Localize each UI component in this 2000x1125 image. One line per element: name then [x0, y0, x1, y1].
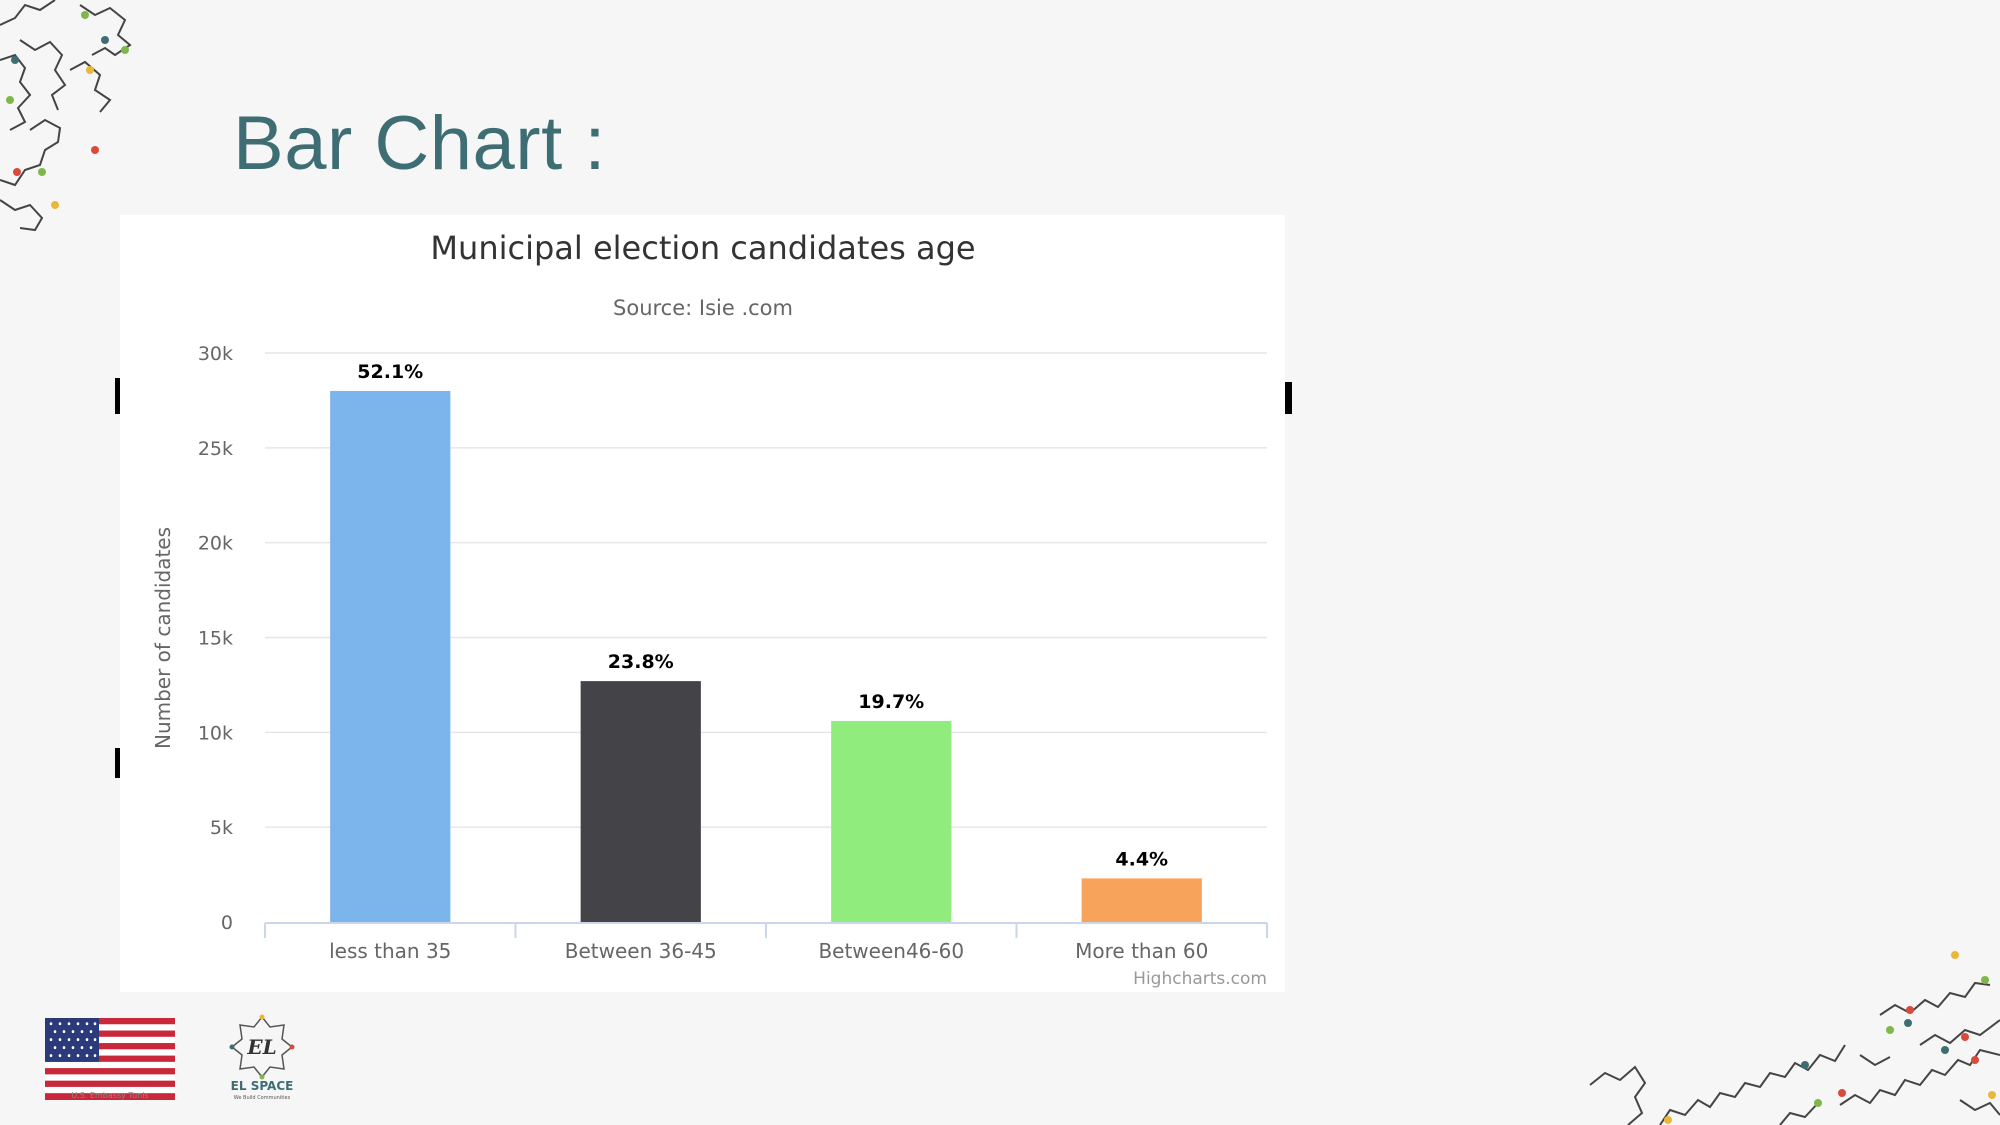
credits-link[interactable]: Highcharts.com [1133, 969, 1267, 989]
data-label: 52.1% [357, 361, 423, 383]
embassy-caption: U.S. Embassy Tunis [71, 1091, 149, 1100]
decorative-pattern-bottom-right [1589, 951, 2000, 1125]
x-tick-label: less than 35 [329, 939, 451, 963]
data-label: 19.7% [858, 691, 924, 713]
bars [330, 390, 1202, 922]
el-space-tagline: We Build Communities [233, 1095, 291, 1101]
el-logo-mark: EL [246, 1035, 276, 1059]
el-space-name: EL SPACE [230, 1079, 294, 1093]
chart-panel: Municipal election candidates age Source… [120, 215, 1285, 992]
x-tick-label: More than 60 [1075, 939, 1208, 963]
y-axis-ticks: 0 5k 10k 15k 20k 25k 30k [198, 343, 233, 934]
bar[interactable] [831, 720, 952, 922]
data-label: 4.4% [1115, 848, 1168, 870]
us-flag-logo [45, 1018, 175, 1100]
background-text-fragment [115, 748, 121, 778]
grid-lines [265, 352, 1267, 828]
bar[interactable] [580, 681, 701, 922]
data-labels: 52.1% 23.8% 19.7% 4.4% [357, 361, 1168, 870]
chart-subtitle: Source: Isie .com [613, 296, 793, 320]
chart-title: Municipal election candidates age [430, 229, 975, 267]
y-tick-label: 30k [198, 343, 233, 365]
y-tick-label: 0 [221, 912, 233, 934]
decorative-pattern-top-left [0, 0, 132, 232]
y-tick-label: 5k [210, 817, 233, 839]
bar[interactable] [330, 390, 451, 922]
x-tick-label: Between 36-45 [565, 939, 717, 963]
x-axis: less than 35 Between 36-45 Between46-60 Mor… [264, 922, 1268, 963]
background-text-fragment [1285, 382, 1292, 414]
background-text-fragment [115, 378, 121, 414]
slide-title: Bar Chart : [233, 101, 606, 186]
y-tick-label: 20k [198, 533, 233, 555]
x-tick-label: Between46-60 [818, 939, 964, 963]
data-label: 23.8% [608, 651, 674, 673]
el-space-logo: EL [229, 1014, 295, 1080]
y-axis-title: Number of candidates [151, 527, 175, 749]
y-tick-label: 10k [198, 722, 233, 744]
bar-chart: Municipal election candidates age Source… [151, 229, 1268, 989]
bar[interactable] [1081, 878, 1202, 922]
y-tick-label: 15k [198, 628, 233, 650]
y-tick-label: 25k [198, 438, 233, 460]
